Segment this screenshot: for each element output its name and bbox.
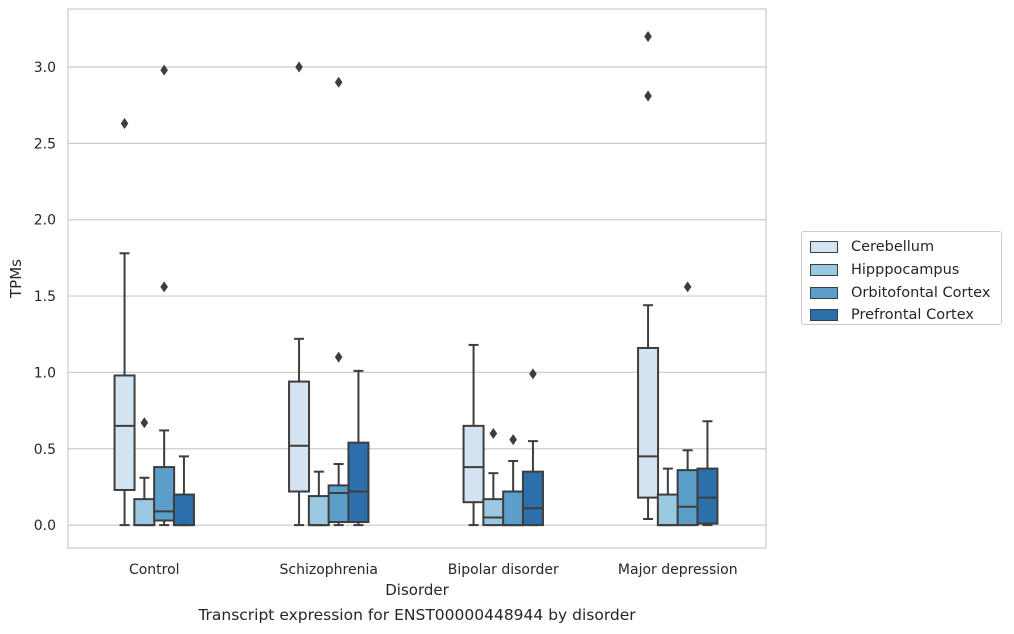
x-tick-labels: Control Schizophrenia Bipolar disorder Majo… [129,562,738,578]
box [502,490,525,527]
x-tick-label: Schizophrenia [280,562,378,578]
series-hipppocampus [133,417,679,527]
legend-swatch-orbitofrontal-cortex [810,286,838,299]
outlier-point [140,417,149,429]
box [482,498,505,527]
box [637,346,660,499]
box [521,470,544,527]
y-tick-label: 0.0 [34,518,56,534]
y-axis-title: TPMs [7,259,25,299]
box [133,498,156,527]
series-orbitofontal-cortex [153,64,699,527]
y-tick-label: 1.5 [34,289,56,305]
outlier-point [120,118,129,130]
y-tick-label: 0.5 [34,442,56,458]
grid-lines [68,66,766,526]
outlier-point [683,281,692,293]
legend-swatch-cerebellum [810,241,838,254]
outlier-point [160,64,168,76]
x-tick-label: Major depression [618,562,738,578]
box [307,495,330,527]
legend-item-hippocampus: Hipppocampus [810,259,1001,282]
x-axis-title: Disorder [385,581,449,599]
y-tick-label: 1.0 [34,365,56,381]
y-tick-label: 2.0 [34,213,56,229]
box [113,374,136,491]
legend-label-hippocampus: Hipppocampus [851,262,960,279]
outlier-point [529,368,537,380]
box [172,493,195,527]
chart-caption: Transcript expression for ENST0000044894… [198,606,636,624]
outlier-point [334,76,343,88]
y-tick-label: 2.5 [34,136,56,152]
legend-item-prefrontal-cortex: Prefrontal Cortex [810,304,1001,327]
box [347,441,370,524]
x-tick-label: Bipolar disorder [448,562,559,578]
y-tick-labels: 0.0 0.5 1.0 1.5 2.0 2.5 3.0 [34,60,56,534]
series-cerebellum [113,30,660,527]
plot-frame [67,8,767,549]
series-prefrontal-cortex [172,368,719,527]
legend-label-orbitofrontal-cortex: Orbitofontal Cortex [851,284,991,301]
box [327,484,350,524]
legend-item-cerebellum: Cerebellum [810,236,1001,259]
legend-swatch-prefrontal-cortex [810,309,838,322]
outlier-point [295,61,303,73]
box [153,466,176,522]
legend-label-cerebellum: Cerebellum [851,239,935,256]
box [288,380,311,493]
legend-item-orbitofrontal-cortex: Orbitofontal Cortex [810,281,1001,304]
box [676,469,699,527]
outlier-point [489,427,498,439]
box-series [113,30,719,527]
x-tick-label: Control [129,562,180,578]
outlier-point [644,90,652,102]
legend-swatch-hippocampus [810,264,838,277]
outlier-point [509,434,517,446]
outlier-point [644,30,652,42]
outlier-point [160,281,168,293]
y-tick-label: 3.0 [34,60,56,76]
box [462,424,485,504]
box [696,467,719,525]
box [656,493,679,527]
legend: Cerebellum Hipppocampus Orbitofontal Cor… [801,231,1002,325]
outlier-point [334,351,343,363]
legend-label-prefrontal-cortex: Prefrontal Cortex [851,307,974,324]
